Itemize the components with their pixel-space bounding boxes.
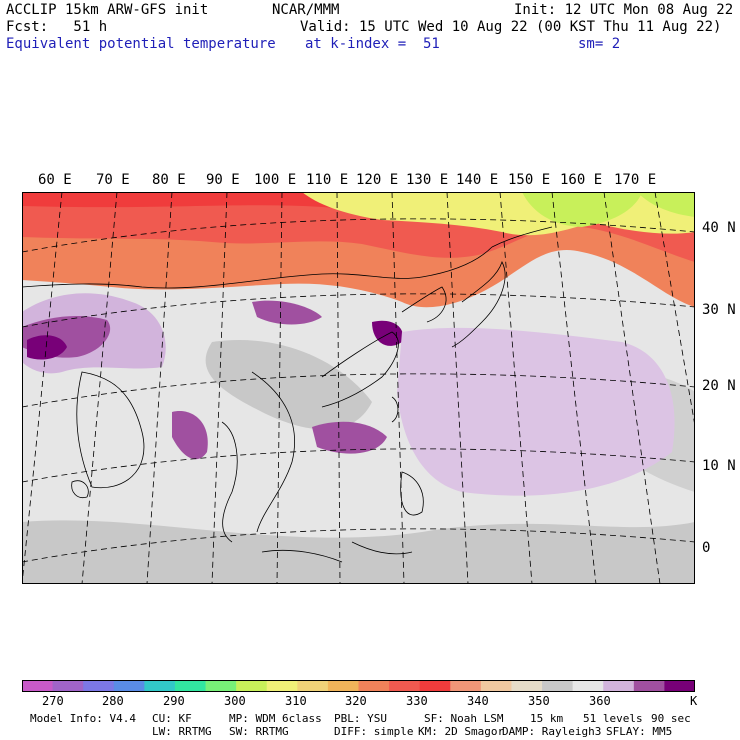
lat-label: 20 N bbox=[702, 378, 736, 394]
colorbar-swatch bbox=[297, 680, 329, 692]
valid-time: Valid: 15 UTC Wed 10 Aug 22 (00 KST Thu … bbox=[300, 19, 722, 35]
colorbar-label: 300 bbox=[224, 694, 246, 708]
lon-label: 60 E bbox=[38, 172, 72, 188]
graticule bbox=[22, 192, 695, 584]
colorbar-swatch bbox=[113, 680, 145, 692]
lat-label: 0 bbox=[702, 540, 711, 556]
moist-core-south-china-sea bbox=[312, 421, 387, 454]
lon-label: 110 E bbox=[306, 172, 349, 188]
model-info-item: CU: KF bbox=[152, 712, 192, 725]
colorbar-swatch bbox=[144, 680, 176, 692]
colorbar-swatch bbox=[22, 680, 54, 692]
colorbar-swatch bbox=[236, 680, 268, 692]
init-time: Init: 12 UTC Mon 08 Aug 22 bbox=[514, 2, 734, 18]
colorbar-swatch bbox=[358, 680, 390, 692]
model-info-item: MP: WDM 6class bbox=[229, 712, 322, 725]
coastlines bbox=[22, 226, 553, 563]
model-info-item: SF: Noah LSM bbox=[424, 712, 504, 725]
lon-label: 90 E bbox=[206, 172, 240, 188]
colorbar-label: 360 bbox=[589, 694, 611, 708]
model-info-item: SFLAY: MM5 bbox=[606, 725, 673, 738]
model-info-item: PBL: YSU bbox=[334, 712, 387, 725]
model-info-item: KM: 2D Smagor bbox=[418, 725, 505, 738]
lon-label: 130 E bbox=[406, 172, 449, 188]
model-info-item: DAMP: Rayleigh3 bbox=[502, 725, 602, 738]
colorbar-swatch bbox=[419, 680, 451, 692]
colorbar-border bbox=[22, 680, 695, 692]
colorbar-swatch bbox=[389, 680, 421, 692]
model-info-item: 15 km bbox=[530, 712, 564, 725]
moist-core-bay-of-bengal bbox=[172, 411, 208, 460]
lat-label: 10 N bbox=[702, 458, 736, 474]
colorbar-label: 330 bbox=[406, 694, 428, 708]
model-title: ACCLIP 15km ARW-GFS init bbox=[6, 2, 209, 18]
colorbar-swatch bbox=[542, 680, 574, 692]
lat-label: 30 N bbox=[702, 302, 736, 318]
smoothing-label: sm= 2 bbox=[578, 36, 621, 52]
lon-label: 160 E bbox=[560, 172, 603, 188]
low-theta-band bbox=[22, 520, 695, 584]
cool-band-green-east bbox=[637, 192, 695, 217]
lon-label: 170 E bbox=[614, 172, 657, 188]
moist-core-tibet bbox=[252, 300, 322, 325]
colorbar-swatch bbox=[327, 680, 359, 692]
colorbar-label: 290 bbox=[163, 694, 185, 708]
model-info-item: 90 sec bbox=[651, 712, 691, 725]
lon-label: 100 E bbox=[254, 172, 297, 188]
colorbar-swatch bbox=[511, 680, 543, 692]
lon-label: 120 E bbox=[356, 172, 399, 188]
model-info-item: SW: RRTMG bbox=[229, 725, 289, 738]
colorbar-label: 350 bbox=[528, 694, 550, 708]
colorbar-label: 340 bbox=[467, 694, 489, 708]
colorbar-swatch bbox=[572, 680, 604, 692]
model-info-item: 51 levels bbox=[583, 712, 643, 725]
lon-label: 70 E bbox=[96, 172, 130, 188]
colorbar-label: 270 bbox=[42, 694, 64, 708]
lon-label: 150 E bbox=[508, 172, 551, 188]
colorbar-swatch bbox=[633, 680, 665, 692]
field-name: Equivalent potential temperature bbox=[6, 36, 276, 52]
colorbar-label: 280 bbox=[102, 694, 124, 708]
model-info-item: LW: RRTMG bbox=[152, 725, 212, 738]
moist-peak-west bbox=[27, 335, 67, 360]
colorbar-label: 320 bbox=[345, 694, 367, 708]
moist-region-pacific bbox=[397, 327, 675, 496]
level-label: at k-index = 51 bbox=[305, 36, 440, 52]
colorbar-label: 310 bbox=[285, 694, 307, 708]
cool-band-green bbox=[522, 192, 642, 227]
colorbar-swatch bbox=[603, 680, 635, 692]
colorbar-swatch bbox=[480, 680, 512, 692]
map-panel bbox=[22, 192, 695, 584]
lon-label: 140 E bbox=[456, 172, 499, 188]
lon-label: 80 E bbox=[152, 172, 186, 188]
colorbar-swatch bbox=[450, 680, 482, 692]
model-info-item: DIFF: simple bbox=[334, 725, 414, 738]
moist-peak-east-china bbox=[372, 320, 403, 346]
lat-label: 40 N bbox=[702, 220, 736, 236]
forecast-hour: Fcst: 51 h bbox=[6, 19, 108, 35]
colorbar-swatch bbox=[205, 680, 237, 692]
interior-grey-region bbox=[205, 340, 372, 430]
colorbar-swatch bbox=[174, 680, 207, 692]
colorbar-label: K bbox=[690, 694, 698, 708]
producer-label: NCAR/MMM bbox=[272, 2, 340, 18]
colorbar-swatch bbox=[83, 680, 115, 692]
colorbar-swatch bbox=[266, 680, 298, 692]
colorbar-swatch bbox=[664, 680, 695, 692]
colorbar-swatch bbox=[52, 680, 84, 692]
model-info-item: Model Info: V4.4 bbox=[30, 712, 136, 725]
colorbar bbox=[22, 680, 695, 692]
map-border bbox=[22, 192, 695, 584]
